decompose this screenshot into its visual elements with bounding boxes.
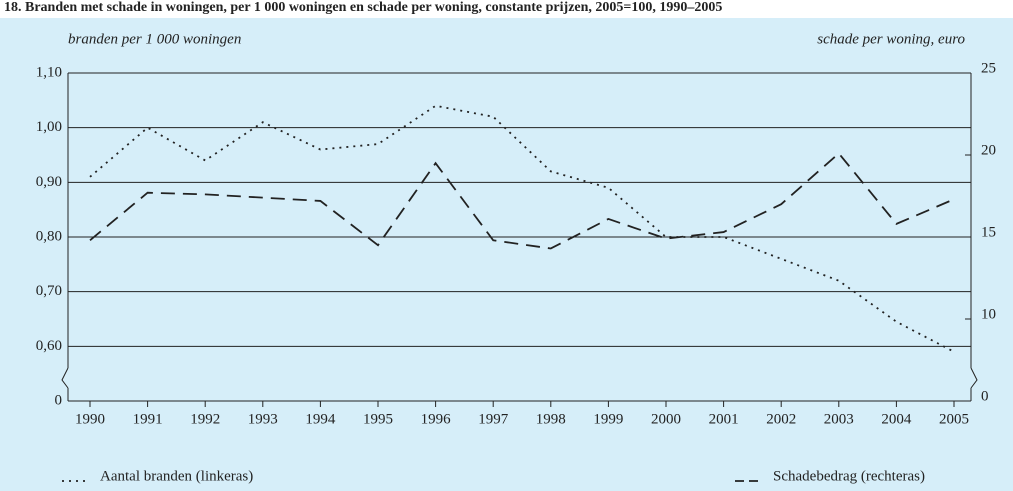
- axis-break: [61, 367, 69, 389]
- x-tick-label: 1993: [248, 411, 278, 427]
- y-tick-label: 0,70: [36, 283, 62, 299]
- y-tick-label: 0: [55, 392, 63, 408]
- x-tick-label: 2005: [939, 411, 969, 427]
- y-tick-label: 1,00: [36, 119, 62, 135]
- y2-tick-label: 15: [981, 224, 996, 240]
- x-tick-label: 1995: [363, 411, 393, 427]
- x-tick-label: 1997: [478, 411, 509, 427]
- x-tick-label: 1999: [593, 411, 623, 427]
- series-line: [89, 104, 955, 353]
- y-tick-label: 0,90: [36, 174, 62, 190]
- axis-break: [970, 367, 978, 389]
- x-tick-label: 2001: [709, 411, 739, 427]
- y-axis-label: branden per 1 000 woningen: [68, 31, 241, 47]
- chart-title: 18. Branden met schade in woningen, per …: [4, 0, 722, 15]
- y-tick-label: 0,60: [36, 338, 62, 354]
- legend-label: Aantal branden (linkeras): [100, 468, 253, 484]
- x-tick-label: 2000: [651, 411, 681, 427]
- x-tick-label: 2003: [824, 411, 854, 427]
- series-line: [89, 152, 955, 250]
- y2-tick-label: 0: [981, 388, 989, 404]
- y2-axis-label: schade per woning, euro: [817, 31, 965, 47]
- y-tick-label: 0,80: [36, 228, 62, 244]
- x-tick-label: 2002: [766, 411, 796, 427]
- x-tick-label: 1996: [421, 411, 452, 427]
- x-tick-label: 1998: [536, 411, 566, 427]
- x-tick-label: 1992: [190, 411, 220, 427]
- y2-tick-label: 20: [981, 142, 996, 158]
- legend-label: Schadebedrag (rechteras): [773, 468, 925, 484]
- background: [0, 18, 1013, 491]
- x-tick-label: 1994: [305, 411, 336, 427]
- y-tick-label: 1,10: [36, 64, 62, 80]
- x-tick-label: 2004: [881, 411, 912, 427]
- x-tick-label: 1991: [133, 411, 163, 427]
- y2-tick-label: 10: [981, 306, 996, 322]
- y2-tick-label: 25: [981, 60, 996, 76]
- x-tick-label: 1990: [75, 411, 105, 427]
